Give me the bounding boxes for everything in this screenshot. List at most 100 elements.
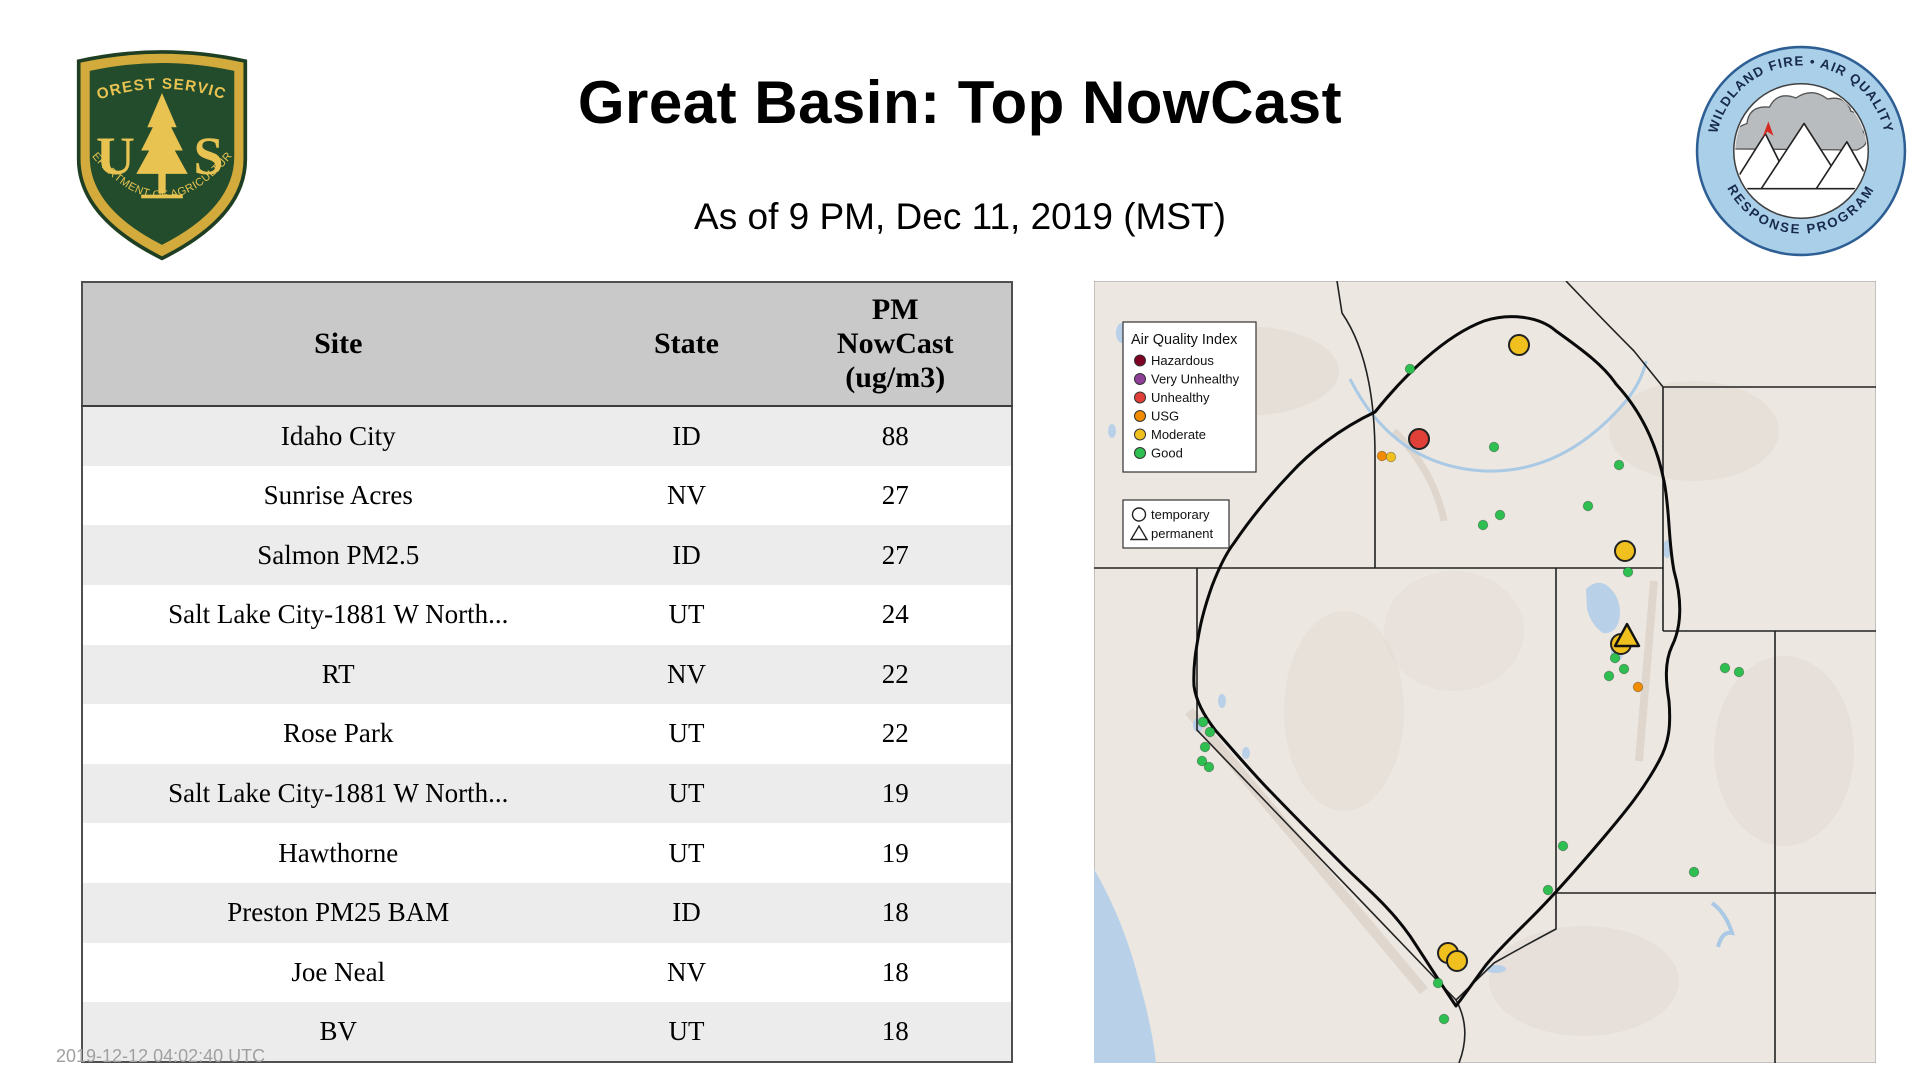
monitor-marker-dot [1582,500,1594,512]
temporary-marker-icon [1131,507,1147,522]
monitor-marker-dot [1204,726,1216,738]
monitor-marker-circle-lg [1408,428,1430,450]
monitor-marker-dot [1603,670,1615,682]
table-row: Sunrise Acres NV 27 [82,465,1012,526]
site-cell: Joe Neal [291,956,386,987]
usfs-logo: FOREST SERVICE U S DEPARTMENT OF AGRICUL… [64,36,260,270]
pyramid-lake [1218,694,1226,708]
monitor-marker-dot [1609,652,1621,664]
monitor-marker-dot [1477,519,1489,531]
rivers [1348,360,1735,948]
aqi-legend-title: Air Quality Index [1131,332,1238,348]
value-cell: 18 [881,897,909,928]
monitor-marker-dot [1432,977,1444,989]
monitor-marker-dot [1542,884,1554,896]
table-row: Idaho City ID 88 [82,406,1012,466]
value-cell: 18 [881,1016,909,1047]
value-cell: 22 [881,658,909,689]
monitor-marker-circle-lg [1614,540,1636,562]
state-cell: ID [672,539,701,570]
legend-label-temporary: temporary [1151,507,1210,522]
walker-lake [1242,747,1250,759]
bear-lake [1663,540,1671,558]
monitor-marker-dot [1622,566,1634,578]
site-cell: Preston PM25 BAM [227,897,450,928]
site-cell: BV [319,1016,357,1047]
table-row: BV UT 18 [82,1002,1012,1062]
usfs-letter-s: S [194,126,224,186]
site-cell: Sunrise Acres [263,479,413,510]
table-row: Salt Lake City-1881 W North... UT 19 [82,763,1012,824]
nowcast-table: Site State PM NowCast (ug/m3) Idaho City… [81,281,1013,1063]
monitor-marker-dot [1197,716,1209,728]
great-basin-boundary [1192,315,1682,1008]
state-cell: ID [672,897,701,928]
table-header-row: Site State PM NowCast (ug/m3) [82,282,1012,407]
legend-dot-good [1134,447,1146,459]
usfs-letter-u: U [96,126,135,186]
flame-mark-icon [1762,121,1774,138]
legend-label-good: Good [1151,446,1183,461]
monitor-marker-circle-lg [1508,334,1530,356]
value-cell: 27 [881,539,909,570]
marker-type-legend: temporary permanent [1122,499,1230,549]
permanent-marker-icon [1129,524,1149,541]
wfaqrp-seal-icon: WILDLAND FIRE • AIR QUALITY RESPONSE PRO… [1695,45,1907,257]
snake-river [1348,360,1648,473]
aqi-legend: Air Quality Index Hazardous Very Unhealt… [1122,321,1257,473]
page-title: Great Basin: Top NowCast [577,69,1343,136]
value-cell: 19 [881,778,909,809]
legend-dot-usg [1134,410,1146,422]
monitor-marker-dot [1404,363,1416,375]
mountain-ridges [1185,428,1658,995]
site-cell: Hawthorne [278,837,399,868]
monitor-marker-dot [1438,1013,1450,1025]
col-header-pm: PM NowCast (ug/m3) [779,282,1012,407]
monitor-marker-dot [1613,459,1625,471]
table-row: Hawthorne UT 19 [82,823,1012,883]
value-cell: 24 [881,599,909,630]
state-cell: NV [667,956,706,987]
table-row: RT NV 22 [82,644,1012,705]
legend-dot-very-unhealthy [1134,373,1146,385]
wfaqrp-logo: WILDLAND FIRE • AIR QUALITY RESPONSE PRO… [1694,44,1908,258]
site-cell: Salt Lake City-1881 W North... [168,599,509,630]
value-cell: 18 [881,956,909,987]
state-cell: UT [668,1016,705,1047]
legend-dot-hazardous [1134,354,1146,367]
monitor-marker-dot [1688,866,1700,878]
state-cell: ID [672,420,701,451]
monitor-marker-dot [1203,761,1215,773]
state-cell: NV [667,658,706,689]
monitor-marker-dot [1733,666,1745,678]
monitor-marker-dot [1557,840,1569,852]
monitor-marker-dot [1632,681,1644,693]
great-salt-lake [1586,582,1620,634]
table-row: Salmon PM2.5 ID 27 [82,525,1012,585]
state-cell: UT [668,837,705,868]
pacific-ocean [1094,869,1156,1063]
state-cell: UT [668,718,705,749]
terrain-shading [1149,326,1854,1036]
legend-label-moderate: Moderate [1151,427,1206,442]
site-cell: Salmon PM2.5 [257,539,420,570]
usfs-shield-icon: FOREST SERVICE U S DEPARTMENT OF AGRICUL… [64,36,248,261]
legend-label-unhealthy: Unhealthy [1151,390,1210,405]
legend-label-usg: USG [1151,409,1179,424]
monitor-marker-dot [1719,662,1731,674]
lake-mead [1486,965,1506,973]
monitor-marker-dot [1376,450,1388,462]
legend-dot-unhealthy [1134,391,1146,404]
monitor-marker-circle-lg [1446,950,1468,972]
monitor-marker-dot [1196,755,1208,767]
state-cell: UT [668,599,705,630]
legend-label-very-unhealthy: Very Unhealthy [1151,372,1240,387]
monitor-marker-dot [1494,509,1506,521]
site-cell: RT [321,658,355,689]
value-cell: 27 [881,479,909,510]
legend-dot-moderate [1134,428,1146,441]
page-subtitle: As of 9 PM, Dec 11, 2019 (MST) [694,196,1226,237]
state-cell: UT [668,778,705,809]
col-header-site: Site [82,282,594,407]
site-cell: Salt Lake City-1881 W North... [168,778,509,809]
